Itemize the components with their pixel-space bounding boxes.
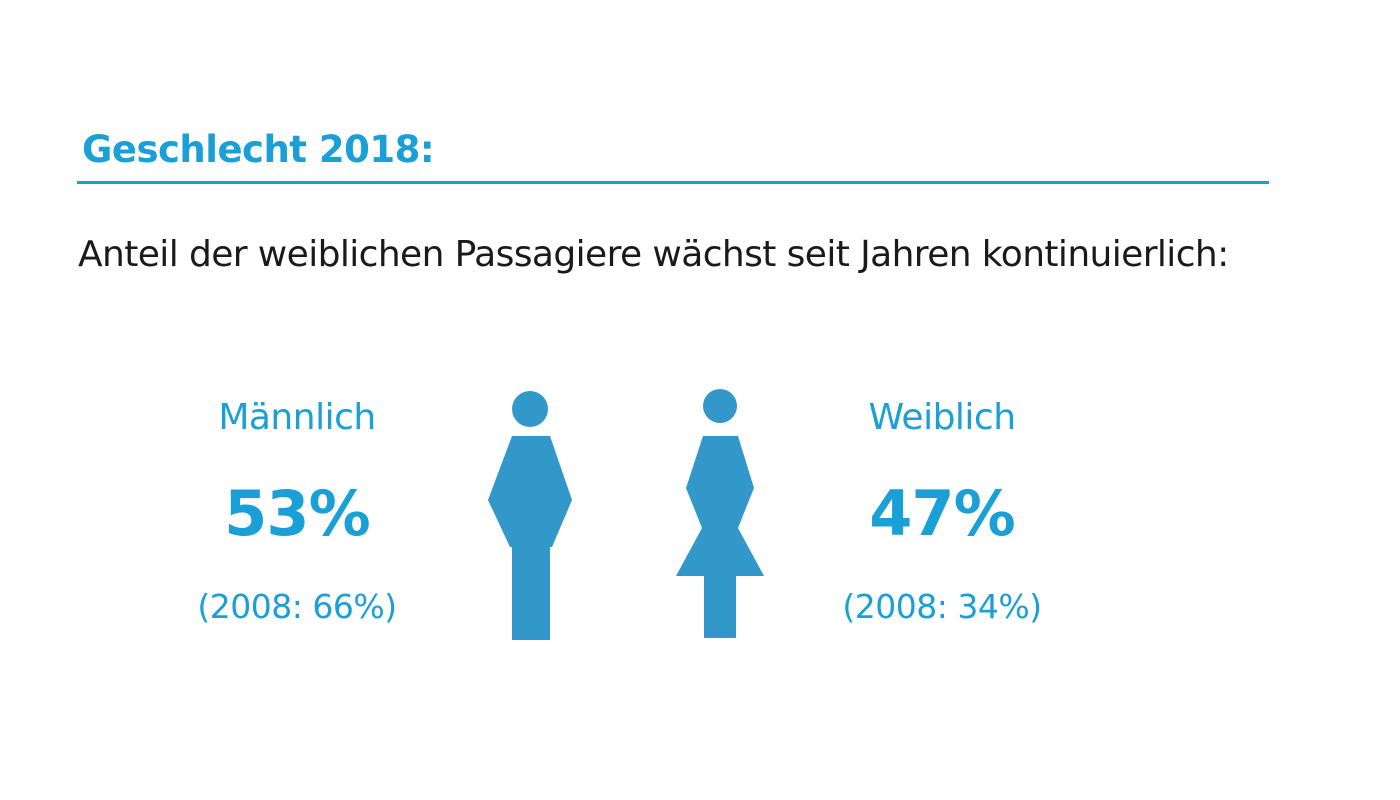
male-figure-leg [512, 547, 550, 640]
female-figure-body [676, 436, 764, 576]
gender-pictogram [488, 389, 764, 640]
female-label: Weiblich [868, 397, 1016, 438]
male-label: Männlich [218, 397, 376, 438]
title-divider [77, 181, 1269, 184]
female-comparison-2008: (2008: 34%) [842, 587, 1042, 626]
female-figure-leg [704, 576, 736, 638]
male-figure-icon [488, 391, 572, 640]
female-percentage: 47% [869, 477, 1015, 550]
page-subtitle: Anteil der weiblichen Passagiere wächst … [78, 234, 1229, 275]
page-title: Geschlecht 2018: [82, 128, 435, 171]
male-figure-head [512, 391, 548, 427]
male-figure-torso [488, 436, 572, 547]
female-figure-head [703, 389, 737, 423]
female-figure-icon [676, 389, 764, 638]
male-percentage: 53% [224, 477, 370, 550]
male-comparison-2008: (2008: 66%) [197, 587, 397, 626]
